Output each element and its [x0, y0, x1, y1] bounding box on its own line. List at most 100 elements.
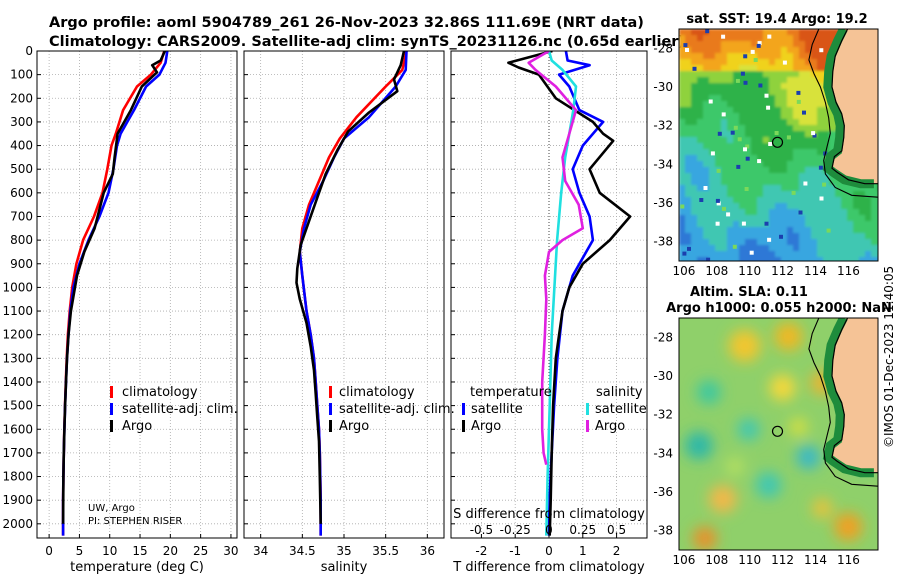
sst-cell: [835, 209, 842, 216]
temperature-legend: climatology satellite-adj. clim. Argo: [110, 385, 238, 434]
sst-cell: [691, 203, 698, 210]
sst-cell: [811, 53, 818, 60]
sst-cell: [721, 53, 728, 60]
sst-cell: [685, 221, 692, 228]
sst-cell: [733, 41, 740, 48]
lon-label-112: 112: [771, 553, 794, 567]
sst-cell: [781, 29, 788, 36]
sst-cell: [751, 149, 758, 156]
sst-cell: [781, 47, 788, 54]
sst-cell: [757, 77, 764, 84]
sst-speck: [741, 221, 746, 226]
sst-speck: [735, 78, 740, 83]
sst-cell: [733, 251, 740, 258]
sst-cell: [697, 185, 704, 192]
sst-speck: [703, 186, 708, 190]
sst-cell: [739, 125, 746, 132]
sst-cell: [799, 89, 806, 96]
sst-cell: [817, 161, 824, 168]
sst-cell: [841, 203, 848, 210]
sst-cell: [793, 29, 800, 36]
sst-cell: [757, 107, 764, 114]
sst-cell: [793, 239, 800, 246]
sst-cell: [793, 161, 800, 168]
sst-cell: [853, 227, 860, 234]
sst-cell: [715, 125, 722, 132]
sla-map-title-2: Argo h1000: 0.055 h2000: NaN: [666, 301, 892, 316]
sst-cell: [763, 137, 770, 144]
sst-cell: [691, 215, 698, 222]
sst-cell: [739, 119, 746, 126]
sst-cell: [679, 47, 686, 54]
sst-cell: [871, 203, 878, 210]
sst-coastline: [831, 29, 878, 185]
sst-cell: [841, 245, 848, 252]
sst-cell: [793, 41, 800, 48]
sst-cell: [799, 239, 806, 246]
sst-cell: [697, 35, 704, 42]
sst-speck: [716, 201, 721, 206]
sst-cell: [829, 203, 836, 210]
salinity-tick-labels: 34 34.5 35 35.5 36: [253, 544, 435, 558]
sst-cell: [847, 221, 854, 228]
sst-cell: [853, 239, 860, 246]
sst-cell: [703, 149, 710, 156]
sst-speck: [708, 99, 713, 104]
sst-cell: [805, 185, 812, 192]
sst-cell: [709, 35, 716, 42]
sst-cell: [787, 143, 794, 150]
sst-cell: [787, 107, 794, 114]
sst-map: sat. SST: 19.4 Argo: 19.2 -28 -30 -32 -34 -3…: [653, 12, 879, 278]
ytick-label-800: 800: [10, 233, 33, 247]
sst-cell: [685, 107, 692, 114]
sst-cell: [739, 41, 746, 48]
sst-cell: [685, 89, 692, 96]
sst-cell: [811, 83, 818, 90]
sst-cell: [715, 119, 722, 126]
sla-blob: [725, 457, 744, 476]
sst-cell: [829, 239, 836, 246]
sst-cell: [691, 191, 698, 198]
sst-cell: [757, 179, 764, 186]
sst-cell: [679, 221, 686, 228]
sst-cell: [691, 113, 698, 120]
sst-cell: [733, 161, 740, 168]
sst-speck: [757, 41, 762, 46]
temperature-panel: 0100200300400500600700800900100011001200…: [2, 44, 238, 575]
sst-cell: [715, 107, 722, 114]
sst-cell: [745, 119, 752, 126]
sst-cell: [775, 227, 782, 234]
sst-cell: [733, 29, 740, 36]
sst-cell: [721, 119, 728, 126]
sst-cell: [709, 125, 716, 132]
sst-cell: [871, 191, 878, 198]
sst-speck: [715, 198, 720, 203]
sst-cell: [757, 155, 764, 162]
sst-cell: [811, 245, 818, 252]
sst-cell: [841, 197, 848, 204]
sst-cell: [745, 257, 752, 261]
sst-cell: [715, 95, 722, 102]
sst-cell: [733, 179, 740, 186]
sst-cell: [763, 35, 770, 42]
sst-cell: [763, 209, 770, 216]
sst-cell: [787, 215, 794, 222]
sst-cell: [811, 95, 818, 102]
sst-cell: [745, 35, 752, 42]
sla-blob: [696, 380, 721, 405]
sst-cell: [817, 143, 824, 150]
sst-cell: [751, 71, 758, 78]
sst-cell: [781, 125, 788, 132]
lat-label--34: -34: [653, 157, 673, 171]
legend-title-salinity: salinity: [596, 385, 643, 400]
sst-cell: [721, 245, 728, 252]
sst-cell: [721, 89, 728, 96]
sst-coastal-band: [822, 29, 874, 189]
sst-cell: [679, 143, 686, 150]
sst-cell: [733, 149, 740, 156]
sst-cell: [691, 179, 698, 186]
sst-cell: [769, 101, 776, 108]
sst-cell: [817, 179, 824, 186]
sst-cell: [799, 95, 806, 102]
sst-cell: [721, 239, 728, 246]
